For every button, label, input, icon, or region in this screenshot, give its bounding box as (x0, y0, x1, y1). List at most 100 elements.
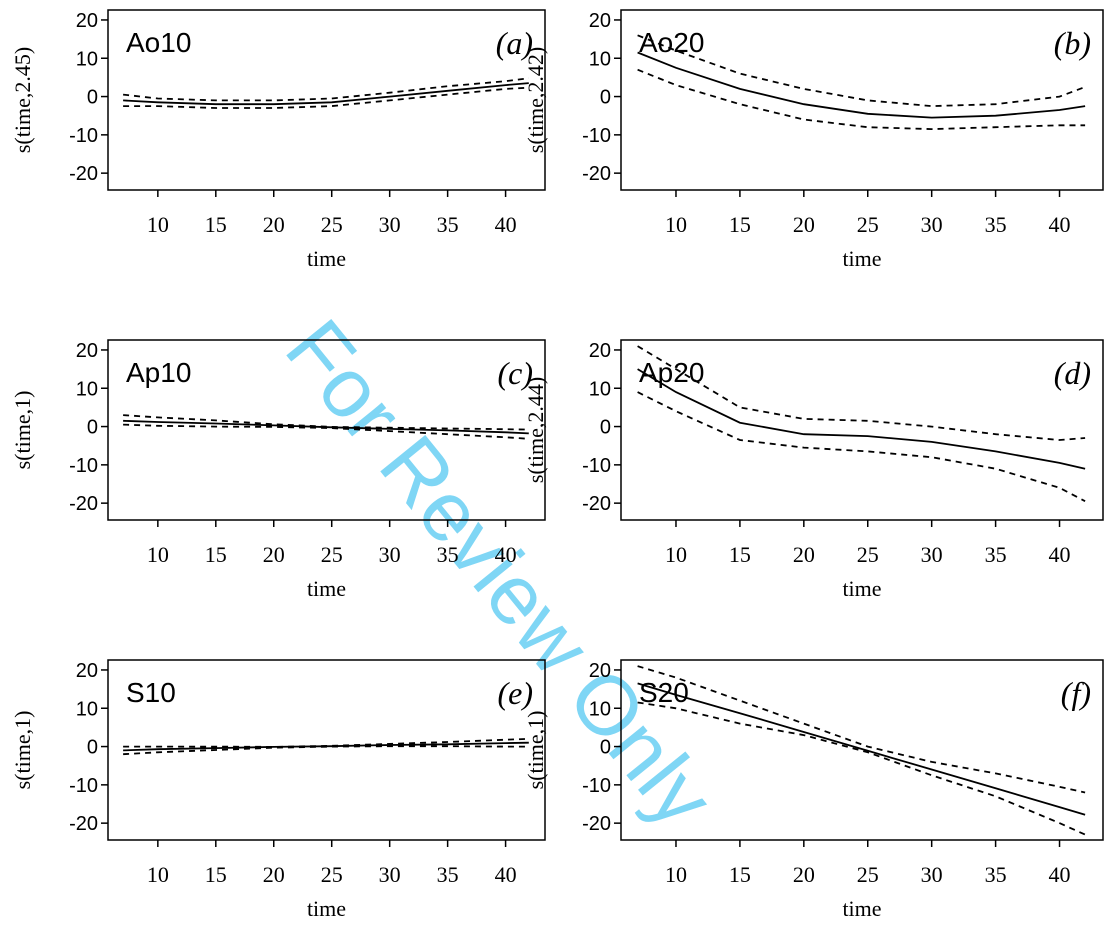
x-axis-title: time (307, 576, 346, 601)
x-tick-label: 20 (793, 862, 815, 887)
fit-line (123, 82, 529, 106)
panel-label: (a) (496, 25, 533, 61)
plot-frame (620, 659, 1104, 841)
y-tick-label: -10 (69, 775, 98, 797)
panel: -20 -10 0 10 20 10 15 20 25 30 35 40 time s(time,2.42… (523, 9, 1104, 271)
x-tick-label: 10 (147, 542, 169, 567)
plot-area (637, 665, 1086, 836)
panel-title: Ap20 (639, 357, 704, 388)
x-tick-label: 25 (321, 212, 343, 237)
panel-label: (c) (497, 355, 533, 391)
confidence-line (123, 414, 529, 431)
panel-title: Ao10 (126, 27, 191, 58)
confidence-line (637, 34, 1086, 108)
x-tick-label: 20 (263, 542, 285, 567)
panel-title: Ao20 (639, 27, 704, 58)
panel: -20 -10 0 10 20 10 15 20 25 30 35 40 time s(time,2.44… (523, 339, 1104, 601)
panel-title: S10 (126, 677, 176, 708)
x-tick-label: 30 (921, 542, 943, 567)
y-tick-label: 0 (87, 87, 98, 109)
panel-label: (d) (1054, 355, 1091, 391)
x-tick-label: 15 (729, 212, 751, 237)
confidence-line (637, 345, 1086, 441)
y-tick-label: 10 (76, 698, 98, 720)
confidence-line (122, 77, 529, 102)
x-axis-title: time (842, 576, 881, 601)
x-tick-label: 30 (379, 212, 401, 237)
x-tick-label: 15 (205, 542, 227, 567)
y-tick-label: 10 (589, 378, 611, 400)
x-tick-label: 40 (495, 862, 517, 887)
plot-frame (620, 9, 1104, 191)
x-tick-label: 10 (147, 862, 169, 887)
y-tick-label: -20 (69, 813, 98, 835)
y-tick-label: 10 (76, 48, 98, 70)
y-tick-label: 10 (76, 378, 98, 400)
plot-area (123, 414, 529, 440)
y-tick-label: 0 (87, 417, 98, 439)
y-tick-label: -10 (582, 125, 611, 147)
x-tick-label: 35 (985, 862, 1007, 887)
x-tick-label: 40 (495, 212, 517, 237)
y-tick-label: 20 (76, 340, 98, 362)
confidence-line (123, 745, 529, 756)
panel-title: Ap10 (126, 357, 191, 388)
x-tick-label: 20 (263, 212, 285, 237)
y-tick-label: -10 (582, 775, 611, 797)
x-tick-label: 35 (437, 862, 459, 887)
plot-frame (620, 339, 1104, 521)
y-tick-label: 20 (589, 340, 611, 362)
panel-label: (f) (1061, 675, 1091, 711)
y-tick-label: -20 (69, 493, 98, 515)
x-tick-label: 30 (379, 862, 401, 887)
confidence-line (123, 738, 529, 748)
x-tick-label: 25 (857, 862, 879, 887)
confidence-line (123, 86, 529, 109)
x-tick-label: 30 (379, 542, 401, 567)
y-tick-label: 10 (589, 698, 611, 720)
x-tick-label: 35 (985, 212, 1007, 237)
x-tick-label: 35 (985, 542, 1007, 567)
x-tick-label: 40 (1049, 862, 1071, 887)
x-axis-title: time (307, 896, 346, 921)
confidence-line (637, 701, 1086, 836)
fit-line (123, 741, 529, 752)
plot-area (122, 77, 529, 109)
plot-area (123, 738, 529, 756)
y-axis-title: s(time,1) (10, 391, 35, 470)
x-tick-label: 15 (729, 862, 751, 887)
x-tick-label: 25 (321, 542, 343, 567)
y-tick-label: 10 (589, 48, 611, 70)
x-tick-label: 40 (1049, 212, 1071, 237)
fit-line (637, 51, 1086, 119)
confidence-line (637, 665, 1086, 794)
panel-label: (b) (1054, 25, 1091, 61)
y-tick-label: 0 (600, 737, 611, 759)
y-axis-title: s(time,2.45) (10, 47, 35, 153)
panel: -20 -10 0 10 20 10 15 20 25 30 35 40 time s(time,2.45… (10, 9, 546, 271)
plot-frame (107, 339, 546, 521)
x-tick-label: 10 (665, 212, 687, 237)
confidence-line (123, 423, 529, 440)
plot-frame (107, 9, 546, 191)
y-tick-label: 0 (87, 737, 98, 759)
panel: -20 -10 0 10 20 10 15 20 25 30 35 40 time s(time,1) Ap… (10, 339, 546, 601)
plot-area (637, 345, 1086, 502)
y-axis-title: s(time,1) (523, 711, 548, 790)
x-tick-label: 15 (729, 542, 751, 567)
y-axis-title: s(time,2.42) (523, 47, 548, 153)
x-axis-title: time (842, 246, 881, 271)
plot-frame (107, 659, 546, 841)
y-tick-label: -20 (582, 813, 611, 835)
panel-title: S20 (639, 677, 689, 708)
y-tick-label: 20 (589, 10, 611, 32)
x-tick-label: 40 (495, 542, 517, 567)
x-tick-label: 10 (665, 862, 687, 887)
x-tick-label: 35 (437, 542, 459, 567)
x-tick-label: 10 (665, 542, 687, 567)
y-tick-label: -10 (69, 455, 98, 477)
x-tick-label: 25 (857, 212, 879, 237)
x-tick-label: 35 (437, 212, 459, 237)
x-axis-title: time (842, 896, 881, 921)
fit-line (637, 682, 1086, 816)
